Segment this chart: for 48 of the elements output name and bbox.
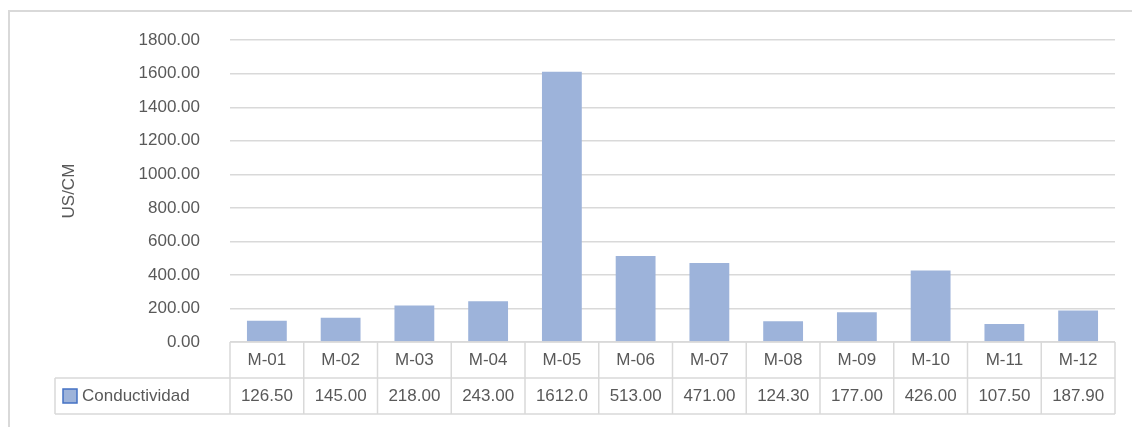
data-label: 145.00 [314, 385, 367, 405]
data-label: 426.00 [904, 385, 957, 405]
y-tick-label: 1200.00 [138, 130, 200, 150]
bar [246, 320, 287, 342]
x-tick-label: M-01 [247, 349, 287, 369]
data-label: 124.30 [757, 385, 810, 405]
data-label: 126.50 [240, 385, 293, 405]
y-tick-label: 1400.00 [138, 96, 200, 116]
data-label: 187.90 [1052, 385, 1105, 405]
x-tick-label: M-03 [395, 349, 434, 369]
bar [1058, 310, 1099, 342]
bar [689, 263, 730, 342]
bar [836, 312, 877, 342]
y-tick-label: 800.00 [148, 197, 200, 217]
data-label: 471.00 [683, 385, 736, 405]
bar [468, 301, 509, 342]
y-tick-label: 600.00 [148, 231, 200, 251]
y-tick-label: 1600.00 [138, 63, 200, 83]
data-label: 218.00 [388, 385, 441, 405]
y-tick-label: 1000.00 [138, 164, 200, 184]
x-tick-label: M-05 [542, 349, 582, 369]
x-tick-label: M-06 [616, 349, 655, 369]
bar [615, 255, 656, 342]
bar [910, 270, 951, 342]
y-tick-label: 200.00 [148, 298, 200, 318]
x-tick-label: M-07 [690, 349, 729, 369]
y-axis-title: US/CM [58, 163, 78, 219]
x-tick-label: M-02 [321, 349, 360, 369]
bar [320, 317, 361, 342]
x-tick-label: M-11 [985, 349, 1024, 369]
bar [394, 305, 435, 342]
x-tick-label: M-08 [763, 349, 803, 369]
legend-label: Conductividad [82, 385, 190, 405]
data-label: 243.00 [462, 385, 515, 405]
x-tick-label: M-04 [468, 349, 508, 369]
x-tick-label: M-12 [1058, 349, 1098, 369]
data-label: 513.00 [609, 385, 662, 405]
data-label: 1612.0 [535, 385, 588, 405]
bar [541, 71, 582, 342]
data-label: 177.00 [830, 385, 883, 405]
y-tick-label: 1800.00 [138, 29, 200, 49]
x-tick-label: M-10 [911, 349, 950, 369]
bar [763, 321, 804, 342]
y-tick-label: 400.00 [148, 264, 200, 284]
x-tick-label: M-09 [837, 349, 877, 369]
data-label: 107.50 [978, 385, 1031, 405]
y-tick-label: 0.00 [166, 331, 200, 351]
bar [984, 323, 1025, 342]
